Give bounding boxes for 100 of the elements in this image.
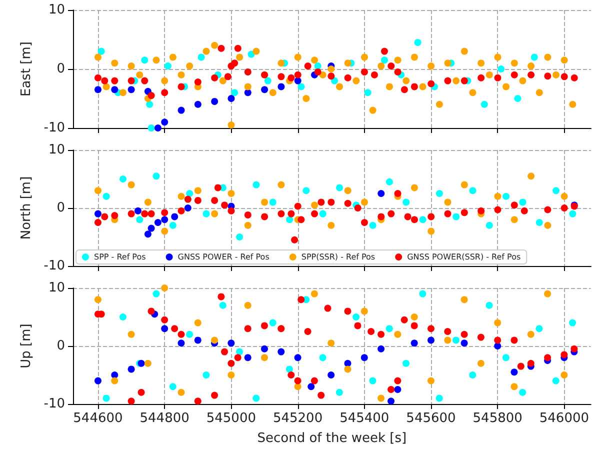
point <box>480 100 488 108</box>
point <box>278 83 285 90</box>
point <box>336 184 343 192</box>
point <box>336 83 343 90</box>
point <box>164 62 172 70</box>
point <box>380 48 388 55</box>
point <box>344 308 352 315</box>
point <box>436 190 443 197</box>
point <box>410 340 418 347</box>
point <box>402 198 410 206</box>
point <box>286 366 293 373</box>
point <box>169 54 176 61</box>
point <box>219 302 226 309</box>
point <box>148 210 155 218</box>
point <box>269 319 276 326</box>
point <box>394 377 402 384</box>
point <box>298 296 305 304</box>
point <box>186 190 194 197</box>
point <box>402 77 410 84</box>
point <box>552 187 560 194</box>
point <box>152 172 160 180</box>
point <box>128 62 135 70</box>
point <box>369 222 376 229</box>
y-tick-label: 0 <box>56 200 65 216</box>
legend-label: SPP - Ref Pos <box>94 252 146 262</box>
point <box>161 89 168 96</box>
point <box>128 366 135 373</box>
point <box>111 377 118 384</box>
point <box>111 77 118 84</box>
point <box>436 100 443 108</box>
point <box>410 54 418 61</box>
point <box>460 77 468 84</box>
point <box>119 89 126 96</box>
x-tick-label: 545800 <box>472 411 522 426</box>
x-axis-title: Second of the week [s] <box>257 431 407 446</box>
point <box>486 71 493 78</box>
point <box>302 187 310 194</box>
point <box>178 192 185 200</box>
point <box>536 219 543 226</box>
point <box>128 181 135 188</box>
point <box>444 60 452 67</box>
point <box>154 124 162 132</box>
point <box>221 202 228 209</box>
point <box>388 398 395 405</box>
point <box>186 62 194 70</box>
point <box>102 394 110 402</box>
point <box>178 388 185 396</box>
point <box>394 330 402 338</box>
point <box>460 340 468 347</box>
point <box>427 377 434 384</box>
point <box>111 372 118 378</box>
point <box>536 325 543 332</box>
point <box>141 210 148 218</box>
y-tick-label: 10 <box>48 280 65 296</box>
point <box>314 62 322 70</box>
point <box>311 202 318 209</box>
point <box>244 211 252 218</box>
point <box>444 210 452 218</box>
point <box>178 340 185 347</box>
point <box>498 66 505 72</box>
point <box>152 56 160 64</box>
point <box>520 207 528 214</box>
point <box>119 176 126 182</box>
point <box>228 190 235 197</box>
point <box>269 198 276 206</box>
point <box>111 86 118 94</box>
y-tick-label: -10 <box>44 396 65 412</box>
point <box>328 222 335 229</box>
point <box>354 204 362 212</box>
point <box>194 78 202 86</box>
point <box>128 398 135 405</box>
point <box>344 366 352 373</box>
point <box>260 322 268 330</box>
point <box>269 89 276 96</box>
point <box>94 377 102 384</box>
point <box>161 209 168 216</box>
x-tick-label: 545600 <box>406 411 456 426</box>
point <box>364 89 372 96</box>
point <box>98 48 105 55</box>
point <box>294 383 302 390</box>
point <box>386 325 393 332</box>
point <box>560 351 568 358</box>
point <box>178 207 185 214</box>
point <box>570 345 578 352</box>
y-tick-label: 10 <box>48 142 65 158</box>
point <box>144 360 152 367</box>
point <box>560 56 568 64</box>
point <box>369 106 376 114</box>
point <box>146 100 154 108</box>
point <box>278 348 285 356</box>
point <box>519 77 526 84</box>
point <box>294 354 302 362</box>
point <box>214 184 222 192</box>
point <box>378 213 385 220</box>
y-tick-label: 10 <box>48 2 65 18</box>
point <box>544 206 552 214</box>
point <box>161 228 168 235</box>
point <box>311 56 318 64</box>
point <box>94 187 102 194</box>
point <box>111 60 118 67</box>
